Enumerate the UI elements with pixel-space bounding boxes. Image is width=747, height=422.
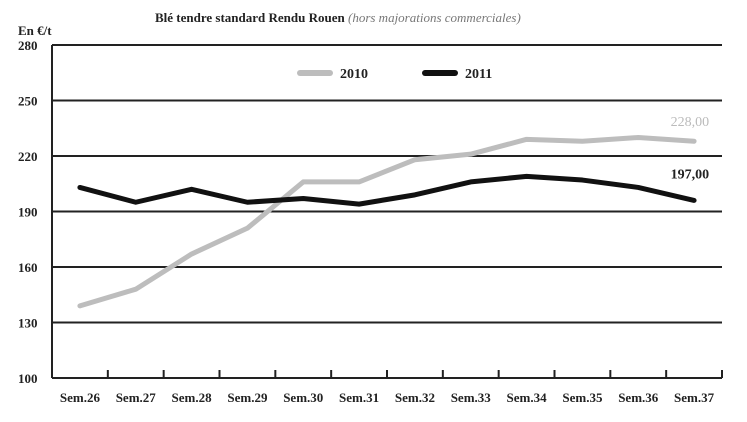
y-axis-label: En €/t <box>18 23 52 38</box>
y-tick-label: 280 <box>18 38 38 53</box>
end-label-2011: 197,00 <box>671 167 710 182</box>
x-tick-label: Sem.37 <box>674 390 715 405</box>
y-tick-label: 160 <box>18 260 38 275</box>
y-tick-label: 130 <box>18 316 38 331</box>
chart-title: Blé tendre standard Rendu Rouen (hors ma… <box>155 10 521 25</box>
y-tick-label: 250 <box>18 94 38 109</box>
x-tick-label: Sem.27 <box>116 390 157 405</box>
x-tick-label: Sem.28 <box>172 390 213 405</box>
x-tick-label: Sem.36 <box>618 390 659 405</box>
x-tick-label: Sem.34 <box>507 390 548 405</box>
x-tick-label: Sem.35 <box>562 390 603 405</box>
y-tick-label: 190 <box>18 205 38 220</box>
legend-label-2011: 2011 <box>465 67 492 82</box>
legend: 2010 2011 <box>297 67 492 82</box>
x-tick-label: Sem.29 <box>227 390 268 405</box>
series-line-2010 <box>77 135 697 309</box>
x-tick-label: Sem.31 <box>339 390 379 405</box>
legend-label-2010: 2010 <box>340 67 368 82</box>
x-tick-label: Sem.33 <box>451 390 492 405</box>
y-tick-label: 220 <box>18 149 38 164</box>
y-tick-label: 100 <box>18 371 38 386</box>
x-tick-label: Sem.30 <box>283 390 323 405</box>
end-label-2010: 228,00 <box>671 115 710 130</box>
x-tick-label: Sem.32 <box>395 390 435 405</box>
series-line-2011 <box>77 173 697 207</box>
x-tick-label: Sem.26 <box>60 390 101 405</box>
